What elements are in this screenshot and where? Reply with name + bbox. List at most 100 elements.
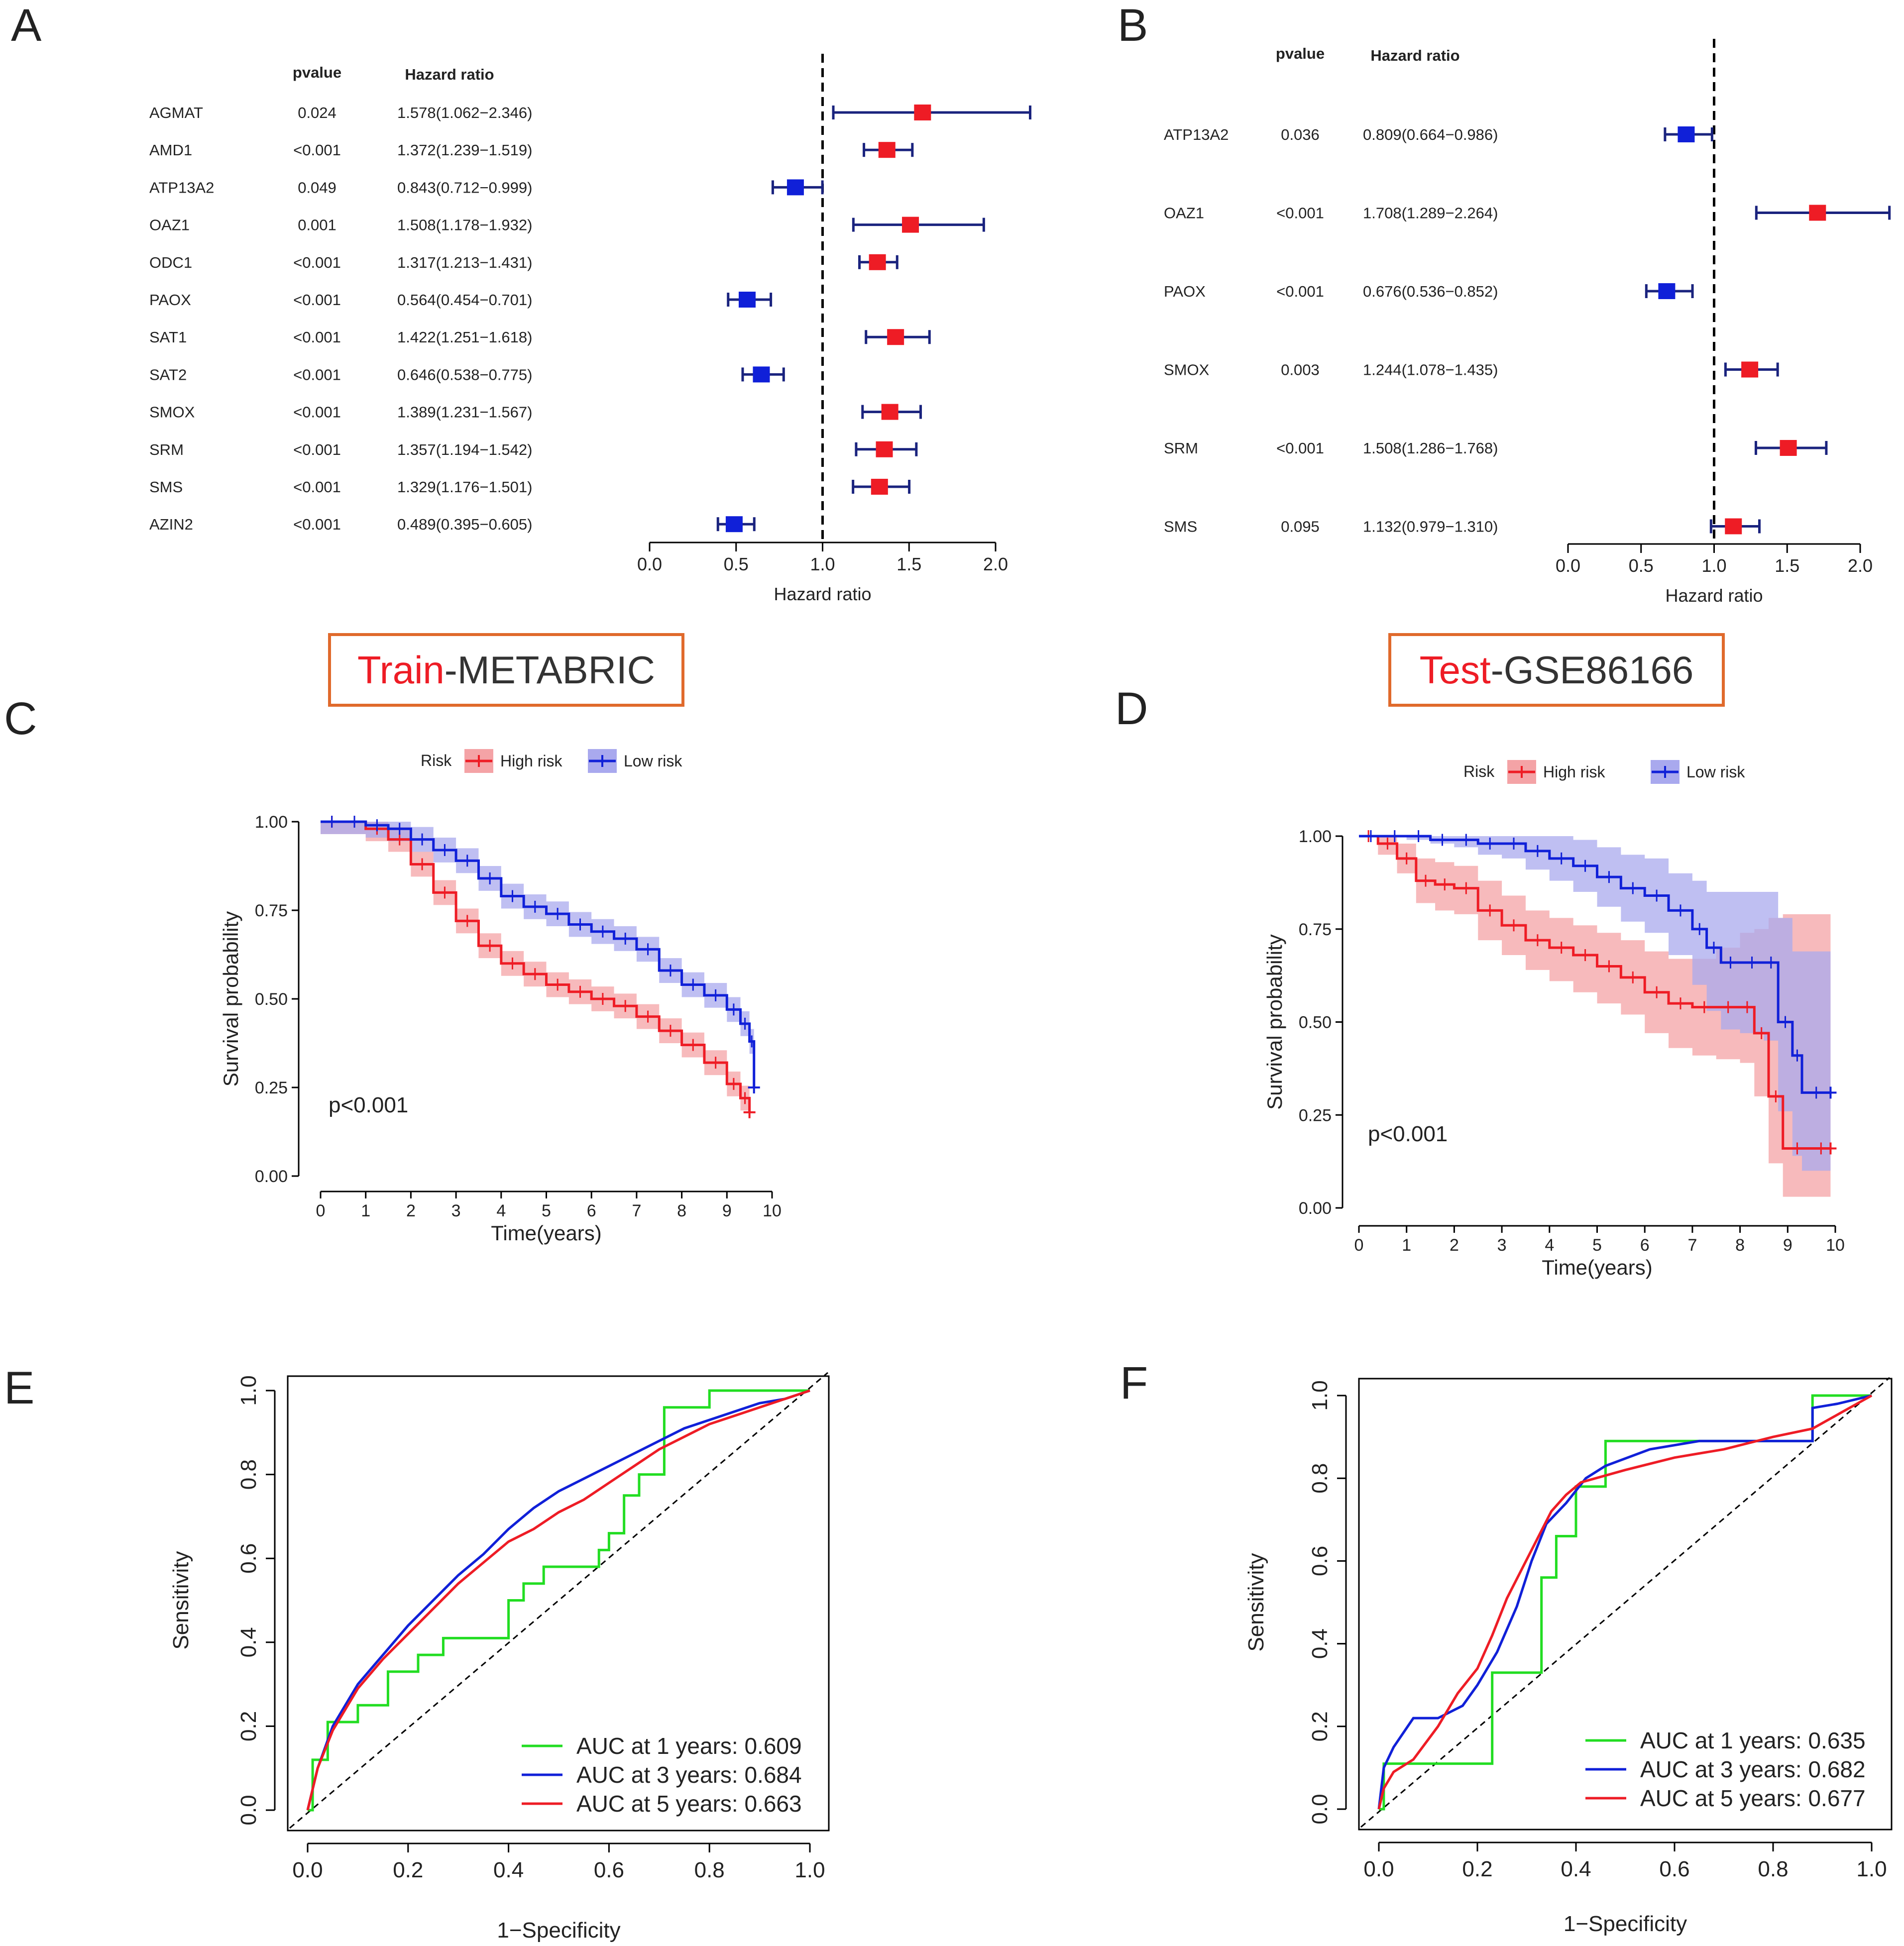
title-box-border — [328, 633, 684, 707]
legend-label: Low risk — [1686, 763, 1745, 781]
dataset-title: Train-METABRIC — [357, 648, 655, 692]
pvalue-value: <0.001 — [293, 254, 341, 271]
x-tick-label: 0.2 — [393, 1858, 423, 1882]
hazard-ratio-value: 0.564(0.454−0.701) — [397, 291, 532, 309]
survival-curve — [1359, 835, 1831, 1150]
hazard-ratio-point — [914, 105, 931, 120]
x-tick-label: 3 — [451, 1201, 461, 1220]
gene-label: SMOX — [1164, 361, 1210, 379]
forest-plot-a: pvalue Hazard ratio AGMAT 0.024 1.578(1.062−… — [149, 54, 1031, 604]
hazard-ratio-point — [1658, 283, 1676, 299]
y-tick-label: 0.6 — [1308, 1546, 1332, 1576]
x-tick-label: 9 — [722, 1201, 732, 1220]
hazard-ratio-header: Hazard ratio — [1370, 47, 1459, 64]
hazard-ratio-value: 1.508(1.178−1.932) — [397, 216, 532, 234]
km-legend: Risk High risk Low risk — [421, 749, 682, 773]
pvalue-header: pvalue — [293, 64, 341, 81]
x-tick-label: 0.0 — [292, 1858, 323, 1882]
forest-plot-b: pvalue Hazard ratio ATP13A2 0.036 0.809(0.66… — [1164, 39, 1891, 606]
x-tick-label: 2 — [1450, 1236, 1459, 1255]
y-tick-label: 0.8 — [236, 1459, 261, 1490]
gene-label: SMOX — [149, 404, 195, 421]
km-plot-c: Risk High risk Low risk 0.00 0.25 0.50 0.75 1.0… — [219, 749, 782, 1245]
x-tick-label: 5 — [1592, 1236, 1602, 1255]
km-legend: Risk High risk Low risk — [1463, 760, 1745, 784]
x-tick-label: 0.5 — [1629, 555, 1654, 576]
x-axis-title: Time(years) — [1542, 1256, 1652, 1279]
x-tick-label: 9 — [1783, 1236, 1792, 1255]
y-tick-label: 0.0 — [1308, 1794, 1332, 1824]
panel-label-b: B — [1118, 0, 1148, 51]
panel-label-a: A — [11, 0, 42, 51]
hazard-ratio-value: 0.809(0.664−0.986) — [1363, 126, 1498, 143]
hazard-ratio-header: Hazard ratio — [405, 66, 494, 83]
roc-curve — [1377, 1394, 1872, 1810]
pvalue-value: <0.001 — [1276, 205, 1324, 222]
hazard-ratio-value: 1.708(1.289−2.264) — [1363, 205, 1498, 222]
gene-label: AGMAT — [149, 104, 203, 121]
chance-diagonal — [289, 1372, 828, 1829]
roc-curve — [1377, 1394, 1873, 1810]
pvalue-value: <0.001 — [293, 404, 341, 421]
y-tick-label: 0.00 — [255, 1167, 288, 1186]
hazard-ratio-value: 1.422(1.251−1.618) — [397, 328, 532, 346]
confidence-band — [1359, 836, 1831, 1171]
y-tick-label: 0.0 — [236, 1795, 261, 1825]
title-dataset-label: -METABRIC — [445, 648, 655, 692]
hazard-ratio-point — [869, 254, 886, 270]
title-box-border — [1388, 633, 1725, 707]
dataset-title-box: Test-GSE86166 — [1388, 633, 1725, 707]
hazard-ratio-value: 0.646(0.538−0.775) — [397, 366, 532, 383]
pvalue-value: <0.001 — [293, 291, 341, 309]
pvalue-value: <0.001 — [293, 441, 341, 458]
pvalue-value: <0.001 — [1276, 439, 1324, 457]
hazard-ratio-point — [871, 479, 888, 495]
km-plot-d: Risk High risk Low risk 0.00 0.25 0.50 0.75 1.0… — [1263, 760, 1845, 1279]
x-tick-label: 2 — [406, 1201, 416, 1220]
plot-frame — [1358, 1378, 1893, 1831]
title-dataset-label: -GSE86166 — [1491, 648, 1694, 692]
gene-label: OAZ1 — [1164, 205, 1204, 222]
hazard-ratio-value: 1.132(0.979−1.310) — [1363, 518, 1498, 536]
x-tick-label: 4 — [1545, 1236, 1554, 1255]
y-tick-label: 0.25 — [255, 1079, 288, 1097]
x-tick-label: 10 — [1826, 1236, 1845, 1255]
pvalue-value: <0.001 — [293, 478, 341, 496]
y-tick-label: 1.00 — [1299, 827, 1332, 846]
x-tick-label: 0.8 — [694, 1858, 725, 1882]
pvalue-value: 0.024 — [298, 104, 336, 121]
y-axis-title: Survival probability — [219, 911, 242, 1087]
roc-curve — [306, 1389, 810, 1811]
x-tick-label: 6 — [1640, 1236, 1650, 1255]
x-tick-label: 0.0 — [1363, 1857, 1394, 1881]
y-axis-title: Survival probability — [1263, 934, 1286, 1110]
pvalue-value: 0.001 — [298, 216, 336, 234]
hazard-ratio-point — [753, 366, 770, 383]
pvalue-value: <0.001 — [293, 141, 341, 159]
legend-label: AUC at 3 years: 0.682 — [1640, 1756, 1866, 1782]
gene-label: PAOX — [1164, 283, 1206, 300]
y-tick-label: 0.8 — [1308, 1463, 1332, 1494]
hazard-ratio-point — [887, 329, 904, 345]
hazard-ratio-value: 1.372(1.239−1.519) — [397, 141, 532, 159]
dataset-title: Test-GSE86166 — [1420, 648, 1694, 692]
x-tick-label: 7 — [632, 1201, 641, 1220]
x-axis-title: Hazard ratio — [774, 584, 871, 604]
gene-label: SMS — [1164, 518, 1197, 536]
hazard-ratio-point — [786, 179, 804, 196]
hazard-ratio-point — [881, 404, 898, 420]
hazard-ratio-value: 1.317(1.213−1.431) — [397, 254, 532, 271]
pvalue-value: <0.001 — [1276, 283, 1324, 300]
x-axis-title: Time(years) — [491, 1221, 601, 1245]
gene-label: SAT1 — [149, 328, 187, 346]
hazard-ratio-value: 0.843(0.712−0.999) — [397, 179, 532, 196]
roc-curve — [306, 1389, 810, 1811]
x-tick-label: 4 — [496, 1201, 506, 1220]
pvalue-value: <0.001 — [293, 516, 341, 533]
pvalue-value: <0.001 — [293, 366, 341, 383]
p-value-label: p<0.001 — [329, 1093, 408, 1117]
x-tick-label: 6 — [587, 1201, 596, 1220]
roc-curve — [308, 1389, 810, 1812]
hazard-ratio-point — [902, 216, 919, 233]
y-tick-label: 0.50 — [255, 990, 288, 1009]
